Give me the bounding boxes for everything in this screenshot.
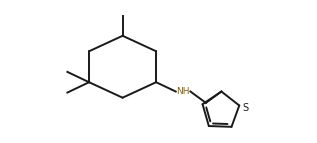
Text: NH: NH (176, 87, 190, 96)
Text: S: S (243, 103, 249, 113)
